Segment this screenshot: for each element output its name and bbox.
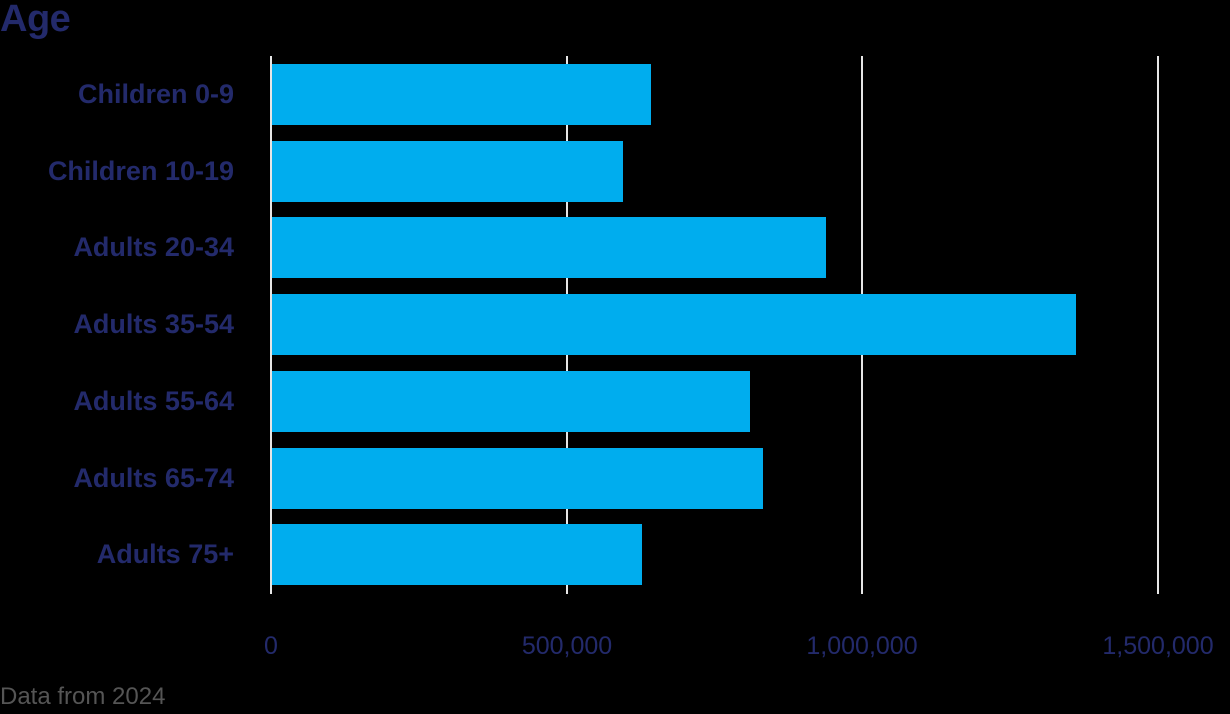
bar: [272, 294, 1076, 356]
y-category-label: Adults 35-54: [73, 309, 234, 340]
y-category-label: Children 10-19: [47, 155, 234, 186]
y-category-label: Children 0-9: [77, 79, 234, 109]
bar: [272, 524, 643, 586]
bar: [272, 64, 652, 125]
x-tick-label: 1,000,000: [806, 632, 918, 660]
gridline-1500000: [1157, 56, 1159, 594]
x-tick-label: 1,500,000: [1102, 632, 1214, 660]
gridline-0: [270, 56, 272, 594]
x-tick-label: 500,000: [521, 632, 613, 660]
data-source-note: Data from 2024: [0, 683, 166, 710]
x-tick-label: 0: [264, 632, 278, 660]
bar: [272, 217, 827, 279]
chart-title: Age: [0, 0, 71, 40]
bar: [272, 140, 623, 202]
y-category-label: Adults 20-34: [73, 232, 234, 263]
bar: [272, 447, 763, 509]
bar: [272, 370, 750, 432]
y-category-label: Adults 65-74: [73, 462, 234, 493]
y-category-label: Adults 75+: [96, 539, 234, 570]
y-category-label: Adults 55-64: [73, 385, 234, 416]
